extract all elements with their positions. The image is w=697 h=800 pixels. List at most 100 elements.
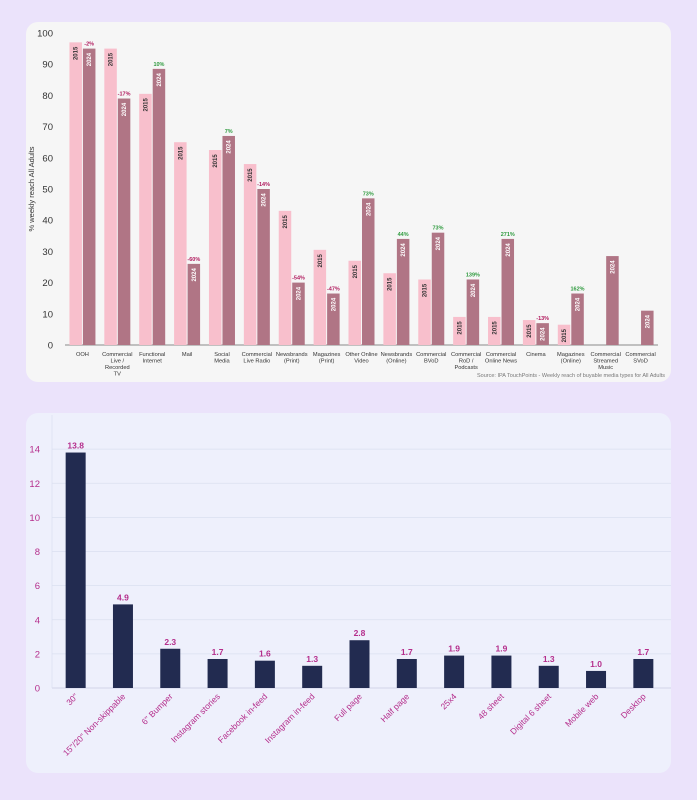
change-label: 73% — [433, 226, 444, 232]
x-tick-label: Commercial — [242, 352, 272, 358]
value-label: 1.7 — [212, 647, 224, 657]
bar — [349, 640, 370, 688]
x-tick-label: Recorded — [105, 365, 130, 371]
x-tick-label: Podcasts — [454, 365, 478, 371]
x-tick-label: (Print) — [319, 359, 335, 365]
bar-year-label: 2015 — [492, 321, 498, 335]
bar-2015 — [453, 316, 466, 345]
x-tick-label: OOH — [76, 352, 89, 358]
y-tick-label: 80 — [42, 91, 53, 102]
bar-year-label: 2015 — [248, 168, 254, 182]
x-tick-label: Other Online — [345, 352, 377, 358]
y-axis-label: % weekly reach All Adults — [27, 146, 36, 231]
bar-year-label: 2024 — [262, 193, 268, 207]
bar — [207, 658, 228, 688]
y-tick-label: 4 — [35, 615, 40, 626]
bar — [160, 648, 181, 688]
bar-2024 — [431, 232, 445, 345]
bar-year-label: 2015 — [423, 283, 429, 297]
y-tick-label: 12 — [29, 479, 40, 490]
x-tick-label: RoD / — [459, 359, 474, 365]
bar-2024 — [327, 293, 340, 345]
value-label: 13.8 — [67, 441, 84, 451]
change-label: -47% — [327, 287, 340, 293]
y-tick-label: 20 — [42, 278, 53, 289]
x-tick-label: Mail — [182, 352, 192, 358]
bar-2024 — [501, 238, 515, 345]
x-tick-label: Media — [214, 359, 230, 365]
bar-year-label: 2015 — [353, 264, 359, 278]
bar-2024 — [117, 98, 131, 346]
value-label: 2.8 — [354, 628, 366, 638]
bar-2015 — [104, 48, 117, 345]
bar-year-label: 2024 — [296, 286, 302, 300]
y-tick-label: 60 — [42, 153, 53, 164]
bar-year-label: 2024 — [576, 297, 582, 311]
bar-year-label: 2024 — [227, 140, 233, 154]
change-label: 7% — [225, 129, 233, 135]
x-tick-label: Commercial — [591, 352, 621, 358]
bar-2015 — [243, 164, 257, 345]
bar-year-label: 2015 — [283, 215, 289, 229]
value-label: 1.9 — [448, 644, 460, 654]
bar-2024 — [396, 238, 410, 345]
y-tick-label: 0 — [35, 684, 40, 695]
change-label: 10% — [153, 62, 164, 68]
bar-2024 — [641, 310, 654, 345]
x-tick-label: 48 sheet — [476, 691, 507, 722]
bar-year-label: 2015 — [213, 154, 219, 168]
chart-source-note: Source: IPA TouchPoints - Weekly reach o… — [476, 373, 665, 379]
bar — [491, 655, 512, 688]
y-tick-label: 40 — [42, 216, 53, 227]
bar-2015 — [383, 273, 396, 345]
change-label: -60% — [187, 257, 200, 263]
x-tick-label: Full page — [332, 691, 364, 723]
y-tick-label: 14 — [29, 445, 40, 456]
bar — [254, 660, 275, 688]
value-label: 1.6 — [259, 649, 271, 659]
bar — [302, 665, 323, 688]
value-label: 1.7 — [637, 647, 649, 657]
x-tick-label: 25x4 — [438, 691, 458, 711]
bar — [538, 665, 559, 688]
x-tick-label: Commercial — [625, 352, 655, 358]
bar-year-label: 2015 — [318, 254, 324, 268]
value-label: 1.9 — [496, 644, 508, 654]
bar-2024 — [466, 279, 480, 345]
bar-year-label: 2024 — [541, 327, 547, 341]
change-label: 271% — [501, 232, 515, 238]
bar-year-label: 2015 — [562, 328, 568, 342]
bar-year-label: 2015 — [388, 277, 394, 291]
x-tick-label: Digital 6 sheet — [508, 691, 554, 737]
x-tick-label: BVoD — [424, 359, 439, 365]
bar-2015 — [313, 249, 327, 345]
change-label: 44% — [398, 232, 409, 238]
bar-2015 — [418, 279, 431, 345]
bar-year-label: 2015 — [143, 98, 149, 112]
x-tick-label: Instagram in-feed — [263, 691, 317, 745]
x-tick-label: (Print) — [284, 359, 300, 365]
bar-year-label: 2024 — [87, 52, 93, 66]
bar-2015 — [348, 260, 361, 345]
x-tick-label: Magazines — [313, 352, 341, 358]
y-tick-label: 70 — [42, 122, 53, 133]
bar-2015 — [208, 150, 222, 345]
x-tick-label: Newsbrands — [276, 352, 308, 358]
y-tick-label: 100 — [37, 29, 53, 40]
x-tick-label: Music — [598, 365, 613, 371]
bar-2024 — [187, 263, 201, 345]
x-tick-label: Facebook in-feed — [216, 691, 270, 745]
bar-year-label: 2024 — [645, 314, 651, 328]
bar-year-label: 2024 — [122, 102, 128, 116]
change-label: 139% — [466, 272, 480, 278]
change-label: -2% — [84, 42, 94, 48]
x-tick-label: Mobile web — [563, 691, 601, 729]
x-tick-label: SVoD — [633, 359, 648, 365]
bar — [586, 670, 607, 688]
y-tick-label: 0 — [48, 341, 53, 352]
y-tick-label: 50 — [42, 185, 53, 196]
value-label: 1.0 — [590, 659, 602, 669]
x-tick-label: Commercial — [416, 352, 446, 358]
x-tick-label: (Online) — [561, 359, 581, 365]
